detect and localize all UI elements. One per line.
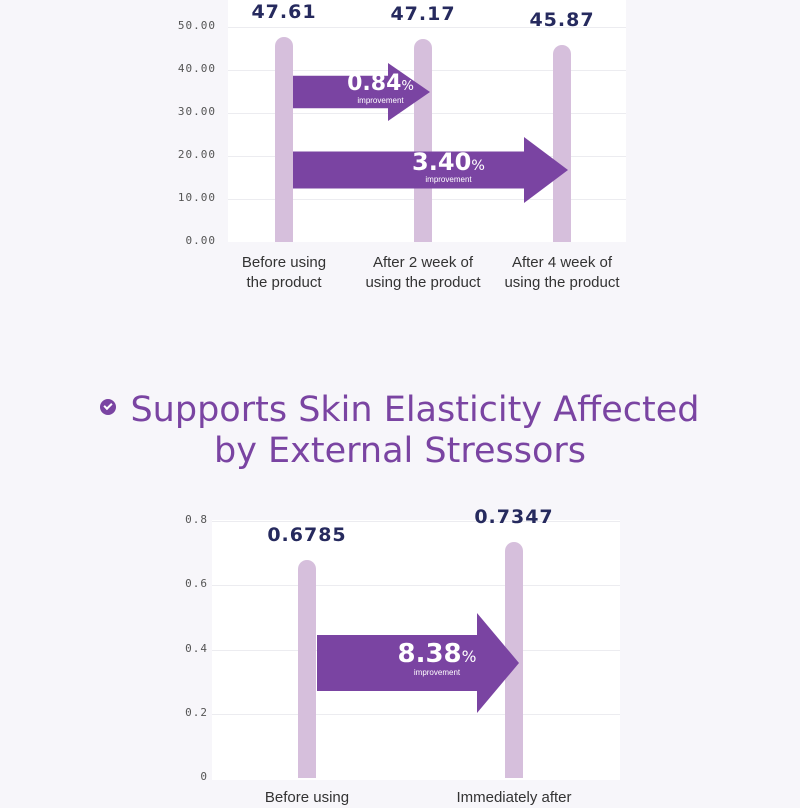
y-tick-label: 10.00 <box>177 191 216 204</box>
bar-value-label: 0.7347 <box>474 505 554 528</box>
improvement-caption: improvement <box>357 96 404 106</box>
gridline <box>228 27 626 28</box>
bar-value-label: 45.87 <box>529 8 595 31</box>
bar-value-label: 0.6785 <box>267 524 347 547</box>
y-tick-label: 0.00 <box>185 234 216 247</box>
category-label-line: After 2 week of <box>372 254 474 271</box>
y-tick-label: 0.6 <box>185 577 208 591</box>
gridline <box>212 521 620 522</box>
improvement-arrow <box>293 137 568 203</box>
improvement-unit: % <box>471 157 485 174</box>
category-label-line: the product <box>246 274 322 291</box>
improvement-unit: % <box>401 79 414 95</box>
bar-value-label: 47.61 <box>251 1 317 24</box>
bar <box>275 37 293 242</box>
improvement-caption: improvement <box>413 667 461 677</box>
category-label-line: Before using <box>264 789 350 806</box>
improvement-unit: % <box>461 647 477 666</box>
gridline <box>212 713 620 715</box>
category-label: Before using the product <box>209 253 359 293</box>
bar <box>298 560 316 778</box>
y-tick-label: 0 <box>200 770 208 783</box>
check-circle-icon <box>100 399 117 415</box>
improvement-arrow <box>293 63 430 121</box>
improvement-percent: 0.84% <box>347 71 414 97</box>
y-tick-label: 50.00 <box>177 19 216 32</box>
y-tick-label: 0.8 <box>185 513 208 526</box>
category-label-line: Before using <box>241 254 327 271</box>
heading-line-2: by External Stressors <box>214 431 586 471</box>
category-label-line: using the product <box>504 274 620 291</box>
improvement-label: 8.38% improvement <box>377 641 497 677</box>
improvement-arrow <box>317 613 519 713</box>
improvement-percent: 8.38% <box>397 638 477 669</box>
improvement-label: 0.84% improvement <box>321 71 441 106</box>
improvement-caption: improvement <box>425 174 472 184</box>
bar-value-label: 47.17 <box>390 3 456 26</box>
category-label-line: After 4 week of <box>511 254 613 271</box>
category-label: Immediately after <box>439 788 589 808</box>
y-tick-label: 0.4 <box>185 641 208 655</box>
category-label-line: Immediately after <box>456 789 572 806</box>
y-tick-label: 0.2 <box>185 705 208 719</box>
improvement-percent: 3.40% <box>412 147 485 176</box>
y-tick-label: 20.00 <box>177 148 216 161</box>
heading-line-1: Supports Skin Elasticity Affected <box>0 390 800 431</box>
bar <box>553 44 571 242</box>
category-label: After 2 week of using the product <box>348 253 498 293</box>
gridline <box>212 585 620 587</box>
improvement-label: 3.40% improvement <box>389 150 509 184</box>
y-tick-label: 30.00 <box>177 105 216 118</box>
section-heading: Supports Skin Elasticity Affected by Ext… <box>0 390 800 472</box>
category-label: Before using <box>232 788 382 808</box>
category-label: After 4 week of using the product <box>487 253 637 293</box>
y-tick-label: 40.00 <box>177 62 216 75</box>
category-label-line: using the product <box>365 274 481 291</box>
